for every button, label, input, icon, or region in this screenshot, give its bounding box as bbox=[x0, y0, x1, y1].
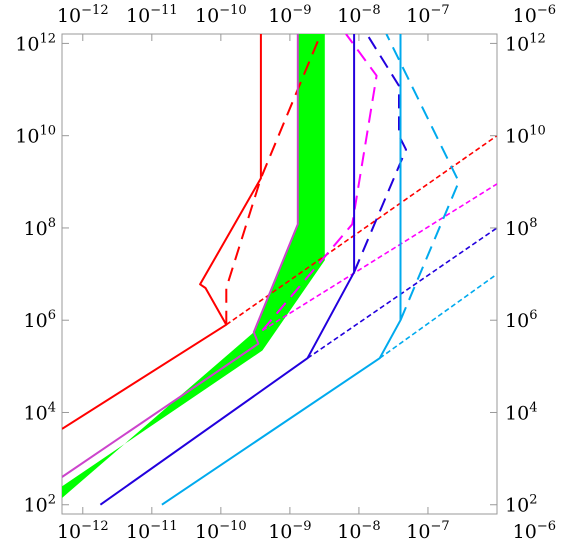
x-tick-label-top: 10−7 bbox=[406, 3, 449, 27]
y-tick-label-right: 1012 bbox=[505, 31, 546, 55]
series-line-9-solid bbox=[161, 34, 402, 506]
x-tick-label-top: 10−12 bbox=[57, 3, 109, 27]
series-line-0-solid bbox=[62, 34, 262, 430]
x-tick-label-bottom: 10−9 bbox=[268, 519, 311, 543]
series-line-4-dashed bbox=[261, 34, 378, 332]
x-tick-label-top: 10−10 bbox=[195, 3, 247, 27]
x-tick-label-top: 10−11 bbox=[126, 3, 178, 27]
green-band-0 bbox=[62, 34, 325, 498]
tick-layer: 10−12 10−12 10−11 10−11 10−10 10−10 10−9 10−9 10… bbox=[15, 3, 556, 543]
series-line-6-solid bbox=[99, 34, 356, 506]
y-tick-label-left: 108 bbox=[24, 216, 56, 240]
y-tick-label-left: 102 bbox=[24, 493, 56, 517]
plot-frame bbox=[61, 33, 498, 515]
y-tick-label-right: 102 bbox=[505, 493, 537, 517]
x-tick-label-top: 10−9 bbox=[268, 3, 311, 27]
series-line-11-dotted bbox=[379, 273, 497, 359]
y-tick-label-right: 104 bbox=[505, 400, 537, 424]
x-tick-label-bottom: 10−7 bbox=[406, 519, 449, 543]
series-line-10-dashed bbox=[385, 34, 460, 321]
x-tick-label-bottom: 10−8 bbox=[337, 519, 380, 543]
data-layer bbox=[62, 34, 497, 506]
y-tick-label-right: 108 bbox=[505, 216, 537, 240]
series-line-3-solid bbox=[62, 34, 299, 478]
series-line-7-dashed bbox=[353, 34, 407, 273]
y-tick-label-right: 106 bbox=[505, 308, 537, 332]
series-line-8-dotted bbox=[307, 227, 497, 359]
x-tick-label-bottom: 10−12 bbox=[57, 519, 109, 543]
x-tick-label-bottom: 10−11 bbox=[126, 519, 178, 543]
series-line-5-dotted bbox=[261, 183, 497, 332]
y-tick-label-right: 1010 bbox=[505, 124, 546, 148]
y-tick-label-left: 106 bbox=[24, 308, 56, 332]
x-tick-label-bottom: 10−6 bbox=[513, 519, 556, 543]
y-tick-label-left: 1012 bbox=[15, 31, 56, 55]
y-tick-label-left: 1010 bbox=[15, 124, 56, 148]
x-tick-label-top: 10−8 bbox=[337, 3, 380, 27]
x-tick-label-top: 10−6 bbox=[513, 3, 556, 27]
x-tick-label-bottom: 10−10 bbox=[195, 519, 247, 543]
y-tick-label-left: 104 bbox=[24, 400, 56, 424]
series-line-1-dashed bbox=[225, 34, 322, 325]
